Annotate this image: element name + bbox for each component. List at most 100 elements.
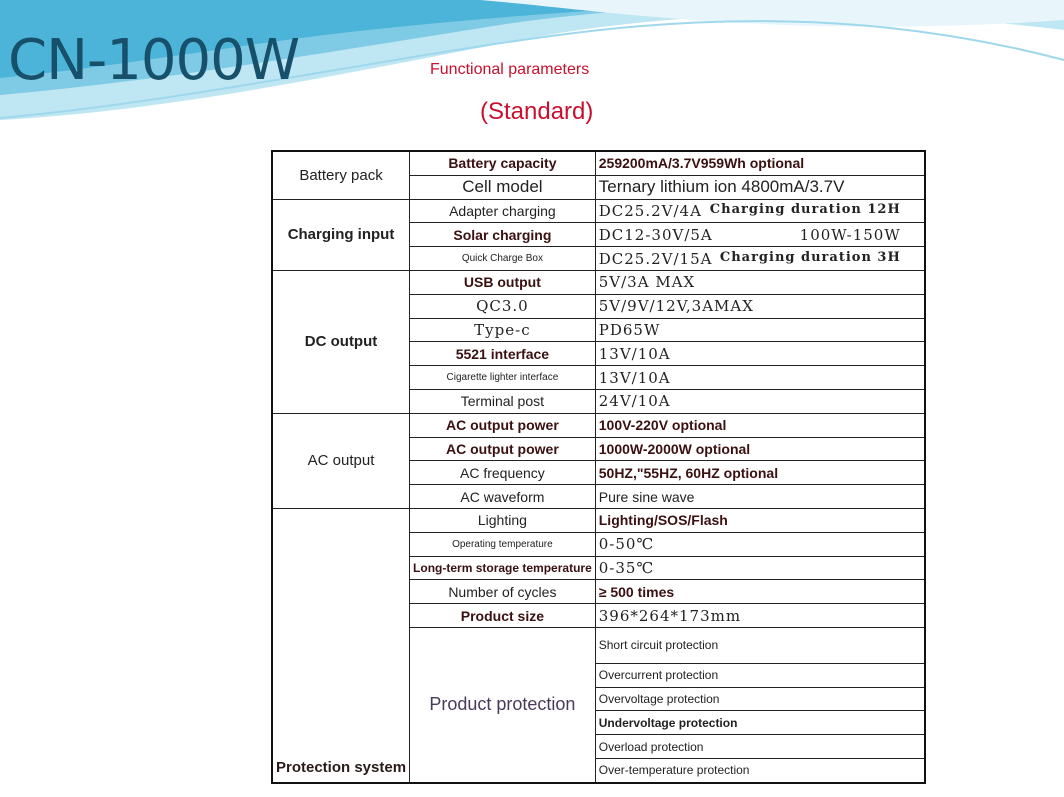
spec-value: 100V-220V optional — [594, 412, 926, 438]
spec-value: PD65W — [594, 317, 926, 343]
protection-item: Short circuit protection — [594, 626, 926, 664]
spec-value: ≥ 500 times — [594, 579, 926, 605]
spec-key: AC frequency — [409, 460, 596, 486]
spec-value: DC25.2V/15A Charging duration 3H — [594, 246, 926, 271]
spec-value-text: DC12-30V/5A — [598, 225, 713, 244]
spec-value-text: 5V/9V/12V,3AMAX — [598, 297, 754, 316]
spec-value-text: 50HZ,"55HZ, 60HZ optional — [598, 464, 779, 481]
spec-key: 5521 interface — [409, 341, 596, 367]
table-row: Cell model Ternary lithium ion 4800mA/3.7… — [272, 174, 926, 200]
spec-key: Terminal post — [409, 388, 596, 414]
protection-item: Overvoltage protection — [594, 686, 926, 712]
spec-key: Product size — [409, 603, 596, 628]
spec-key: QC3.0 — [409, 293, 596, 319]
table-row: Charging input Adapter charging DC25.2V/4A… — [271, 198, 926, 271]
page-title: CN-1000W — [8, 28, 300, 93]
spec-value-text: 259200mA/3.7V959Wh optional — [598, 155, 805, 172]
spec-value: 24V/10A — [594, 388, 926, 414]
spec-value-text: Ternary lithium ion 4800mA/3.7V — [598, 177, 845, 197]
table-row: Quick Charge Box DC25.2V/15A Charging dura… — [272, 246, 926, 271]
spec-value: 0-35℃ — [594, 555, 926, 581]
protection-item: Over-temperature protection — [594, 757, 926, 784]
spec-extra: Charging duration 3H — [719, 249, 901, 265]
table-row: AC frequency 50HZ,"55HZ, 60HZ optional — [272, 460, 926, 486]
spec-value: 50HZ,"55HZ, 60HZ optional — [594, 460, 926, 486]
spec-value: Ternary lithium ion 4800mA/3.7V — [594, 174, 926, 200]
table-row: Solar charging DC12-30V/5A 100W-150W — [272, 222, 926, 248]
table-row: Product protection Short circuit protecti… — [272, 626, 926, 784]
spec-value: DC25.2V/4A Charging duration 12H — [594, 198, 926, 224]
spec-key: Cigarette lighter interface — [409, 365, 596, 390]
spec-key: Lighting — [409, 507, 596, 533]
spec-value: 396*264*173mm — [594, 603, 926, 628]
spec-value: 13V/10A — [594, 341, 926, 367]
spec-value: 0-50℃ — [594, 531, 926, 557]
table-row: Battery pack Battery capacity 259200mA/3.7… — [271, 150, 926, 200]
spec-key: Solar charging — [409, 222, 596, 248]
group-label: Battery pack — [271, 150, 411, 200]
spec-value: 5V/9V/12V,3AMAX — [594, 293, 926, 319]
protection-item: Overload protection — [594, 734, 926, 759]
table-row: Long-term storage temperature 0-35℃ — [272, 555, 926, 581]
subtitle: Functional parameters — [430, 61, 590, 78]
spec-extra: Charging duration 12H — [709, 201, 901, 217]
spec-key: Cell model — [409, 174, 596, 200]
spec-value-text: 0-50℃ — [598, 535, 655, 554]
spec-value-text: 5V/3A MAX — [598, 273, 696, 292]
standard-label: (Standard) — [480, 98, 594, 125]
table-row: Operating temperature 0-50℃ — [272, 531, 926, 557]
spec-key: Long-term storage temperature — [409, 555, 596, 581]
table-row: Number of cycles ≥ 500 times — [272, 579, 926, 605]
table-row: AC output power 1000W-2000W optional — [272, 436, 926, 462]
spec-extra: 100W-150W — [799, 225, 901, 244]
spec-value-text: 13V/10A — [598, 344, 671, 363]
table-row: Undervoltage protection — [272, 710, 926, 736]
spec-value: 5V/3A MAX — [594, 269, 926, 295]
group-label: Charging input — [271, 198, 411, 271]
spec-value: Pure sine wave — [594, 484, 926, 509]
group-label: DC output — [271, 269, 411, 414]
spec-key: USB output — [409, 269, 596, 295]
spec-value-text: 0-35℃ — [598, 558, 655, 577]
spec-value-text: 24V/10A — [598, 392, 671, 411]
spec-key: Operating temperature — [409, 531, 596, 557]
spec-key: Quick Charge Box — [409, 246, 596, 271]
spec-value-text: 396*264*173mm — [598, 606, 742, 625]
protection-item: Overcurrent protection — [594, 662, 926, 688]
spec-value-text: PD65W — [598, 320, 661, 339]
spec-value-text: Pure sine wave — [598, 488, 695, 505]
spec-value-text: 100V-220V optional — [598, 417, 727, 434]
group-label: Protection system — [271, 507, 411, 784]
header-wave-decoration — [0, 0, 1064, 120]
table-row: DC output USB output 5V/3A MAX — [271, 269, 926, 414]
spec-key: Adapter charging — [409, 198, 596, 224]
table-row: Protection system Lighting Lighting/SOS/Fl… — [271, 507, 926, 784]
protection-item: Undervoltage protection — [594, 710, 926, 736]
spec-value: 13V/10A — [594, 365, 926, 390]
spec-value: DC12-30V/5A 100W-150W — [594, 222, 926, 248]
spec-value: Lighting/SOS/Flash — [594, 507, 926, 533]
spec-value-text: DC25.2V/4A — [598, 201, 702, 220]
spec-key: Number of cycles — [409, 579, 596, 605]
spec-key: AC output power — [409, 436, 596, 462]
table-row: Over-temperature protection — [272, 757, 926, 784]
table-row: AC waveform Pure sine wave — [272, 484, 926, 509]
spec-value-text: DC25.2V/15A — [598, 249, 713, 268]
spec-value-text: ≥ 500 times — [598, 583, 675, 600]
spec-table: Battery pack Battery capacity 259200mA/3.7… — [271, 150, 926, 784]
product-protection-label: Product protection — [409, 626, 596, 784]
spec-value-text: 1000W-2000W optional — [598, 440, 751, 457]
spec-value-text: Lighting/SOS/Flash — [598, 512, 728, 529]
table-row: Overcurrent protection — [272, 662, 926, 688]
spec-value: 259200mA/3.7V959Wh optional — [594, 150, 926, 176]
spec-key: Type-c — [409, 317, 596, 343]
spec-key: Battery capacity — [409, 150, 596, 176]
spec-key: AC output power — [409, 412, 596, 438]
table-row: AC output AC output power 100V-220V option… — [271, 412, 926, 509]
spec-key: AC waveform — [409, 484, 596, 509]
table-row: Overvoltage protection — [272, 686, 926, 712]
spec-value-text: 13V/10A — [598, 368, 671, 387]
spec-value: 1000W-2000W optional — [594, 436, 926, 462]
table-row: QC3.0 5V/9V/12V,3AMAX — [272, 293, 926, 319]
group-label: AC output — [271, 412, 411, 509]
